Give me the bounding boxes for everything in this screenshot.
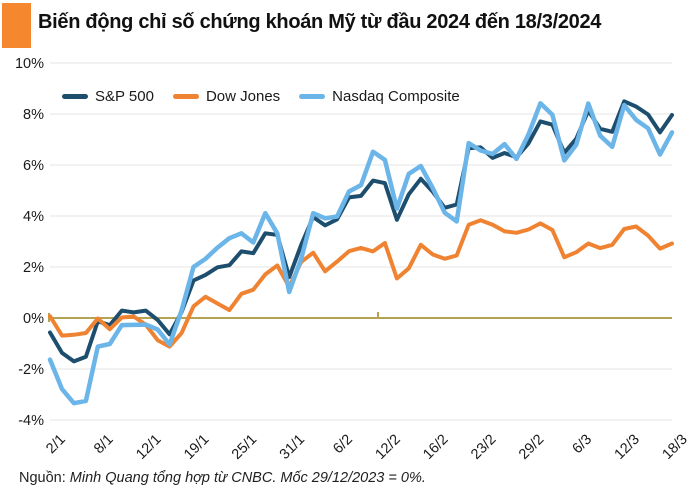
- sp500-line-swatch-icon: [62, 94, 88, 99]
- nasdaq-line-swatch-icon: [299, 94, 326, 99]
- legend-item-sp500: S&P 500: [62, 88, 154, 105]
- svg-text:19/1: 19/1: [181, 432, 212, 463]
- page-title: Biến động chỉ số chứng khoán Mỹ từ đầu 2…: [38, 11, 602, 33]
- svg-text:18/3: 18/3: [660, 432, 691, 463]
- svg-text:25/1: 25/1: [229, 432, 260, 463]
- source-text: Minh Quang tổng hợp từ CNBC. Mốc 29/12/2…: [65, 470, 426, 486]
- svg-text:16/2: 16/2: [420, 432, 451, 463]
- svg-text:2/1: 2/1: [43, 432, 69, 458]
- svg-text:8%: 8%: [23, 107, 44, 123]
- svg-text:6/3: 6/3: [570, 432, 596, 458]
- dowjones-line-swatch-icon: [172, 94, 199, 99]
- svg-text:31/1: 31/1: [277, 432, 308, 463]
- svg-text:6%: 6%: [23, 158, 44, 174]
- svg-text:-4%: -4%: [18, 413, 44, 429]
- svg-text:8/1: 8/1: [91, 432, 117, 458]
- legend-item-dowjones: Dow Jones: [172, 88, 281, 105]
- svg-text:10%: 10%: [15, 56, 44, 72]
- svg-text:29/2: 29/2: [516, 432, 547, 463]
- legend-item-nasdaq: Nasdaq Composite: [299, 88, 460, 105]
- svg-text:12/1: 12/1: [133, 432, 164, 463]
- svg-text:-2%: -2%: [18, 362, 44, 378]
- legend-label-dowjones: Dow Jones: [205, 88, 281, 105]
- svg-text:12/2: 12/2: [372, 432, 403, 463]
- svg-text:0%: 0%: [23, 311, 44, 327]
- source-line: Nguồn: Minh Quang tổng hợp từ CNBC. Mốc …: [19, 470, 426, 486]
- source-prefix: Nguồn:: [19, 470, 66, 486]
- chart-legend: S&P 500 Dow Jones Nasdaq Composite: [62, 88, 460, 105]
- svg-text:4%: 4%: [23, 209, 44, 225]
- svg-text:6/2: 6/2: [330, 432, 356, 458]
- svg-text:12/3: 12/3: [612, 432, 643, 463]
- svg-text:2%: 2%: [23, 260, 44, 276]
- legend-label-sp500: S&P 500: [95, 88, 154, 105]
- title-accent-block: [2, 3, 31, 48]
- legend-label-nasdaq: Nasdaq Composite: [332, 88, 460, 105]
- svg-text:23/2: 23/2: [468, 432, 499, 463]
